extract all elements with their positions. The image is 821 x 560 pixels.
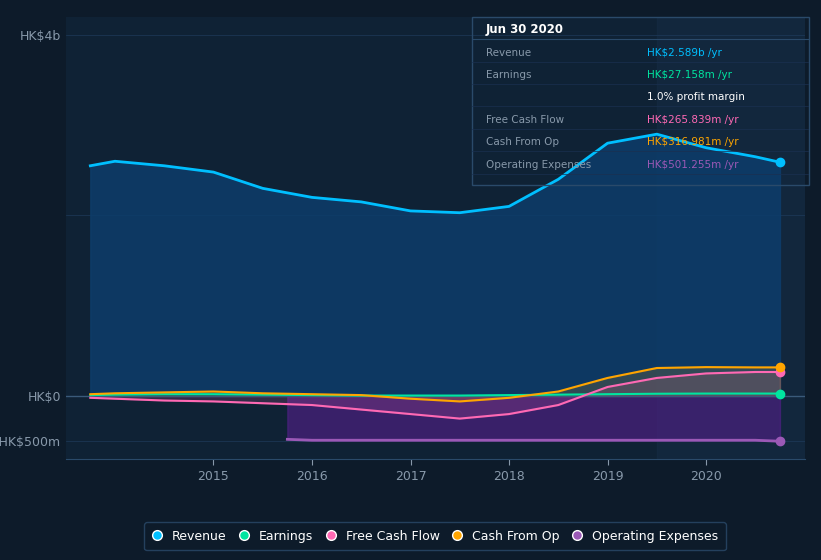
- Bar: [657, 17, 805, 459]
- Text: Jun 30 2020: Jun 30 2020: [485, 22, 563, 36]
- Text: Earnings: Earnings: [485, 70, 531, 80]
- Text: Cash From Op: Cash From Op: [485, 137, 558, 147]
- Text: HK$316.981m /yr: HK$316.981m /yr: [647, 137, 739, 147]
- Legend: Revenue, Earnings, Free Cash Flow, Cash From Op, Operating Expenses: Revenue, Earnings, Free Cash Flow, Cash …: [144, 522, 726, 550]
- Text: HK$501.255m /yr: HK$501.255m /yr: [647, 160, 739, 170]
- Text: Free Cash Flow: Free Cash Flow: [485, 115, 564, 125]
- Text: HK$2.589b /yr: HK$2.589b /yr: [647, 48, 722, 58]
- Text: HK$27.158m /yr: HK$27.158m /yr: [647, 70, 732, 80]
- Text: 1.0% profit margin: 1.0% profit margin: [647, 92, 745, 102]
- Text: HK$265.839m /yr: HK$265.839m /yr: [647, 115, 739, 125]
- Text: Operating Expenses: Operating Expenses: [485, 160, 591, 170]
- Text: Revenue: Revenue: [485, 48, 530, 58]
